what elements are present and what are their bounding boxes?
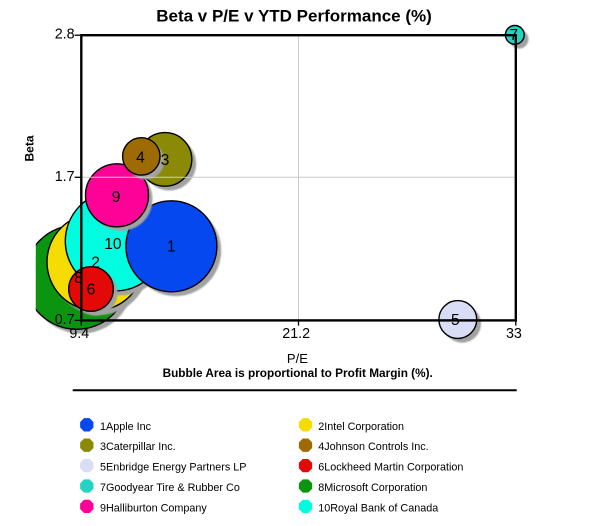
svg-text:1.7: 1.7 (55, 169, 75, 185)
svg-text:0.7: 0.7 (55, 312, 75, 328)
svg-text:4: 4 (136, 149, 145, 166)
svg-text:10Royal Bank of Canada: 10Royal Bank of Canada (318, 502, 438, 514)
svg-text:Beta: Beta (23, 135, 37, 161)
svg-text:21.2: 21.2 (282, 326, 310, 342)
svg-text:9.4: 9.4 (69, 326, 89, 342)
svg-text:Beta v P/E v YTD Performance (: Beta v P/E v YTD Performance (%) (156, 7, 432, 26)
svg-text:3Caterpillar Inc.: 3Caterpillar Inc. (100, 441, 176, 453)
svg-text:6Lockheed Martin Corporation: 6Lockheed Martin Corporation (318, 462, 463, 474)
svg-text:4Johnson Controls Inc.: 4Johnson Controls Inc. (318, 441, 428, 453)
svg-text:Bubble Area is proportional to: Bubble Area is proportional to Profit Ma… (163, 366, 433, 380)
svg-text:9Halliburton Company: 9Halliburton Company (100, 502, 207, 514)
svg-text:6: 6 (87, 282, 96, 299)
svg-text:2Intel Corporation: 2Intel Corporation (318, 421, 404, 433)
svg-text:33: 33 (506, 326, 522, 342)
svg-text:5Enbridge Energy Partners LP: 5Enbridge Energy Partners LP (100, 462, 246, 474)
svg-text:8Microsoft Corporation: 8Microsoft Corporation (318, 482, 427, 494)
svg-text:1: 1 (167, 239, 176, 256)
svg-text:1Apple Inc: 1Apple Inc (100, 421, 152, 433)
svg-text:8: 8 (74, 270, 83, 287)
svg-text:10: 10 (104, 236, 122, 253)
svg-text:7Goodyear Tire & Rubber Co: 7Goodyear Tire & Rubber Co (100, 482, 240, 494)
svg-text:2.8: 2.8 (55, 27, 75, 43)
svg-text:9: 9 (112, 189, 121, 206)
svg-text:2: 2 (91, 255, 100, 272)
svg-text:P/E: P/E (287, 351, 308, 366)
svg-text:3: 3 (161, 152, 170, 169)
